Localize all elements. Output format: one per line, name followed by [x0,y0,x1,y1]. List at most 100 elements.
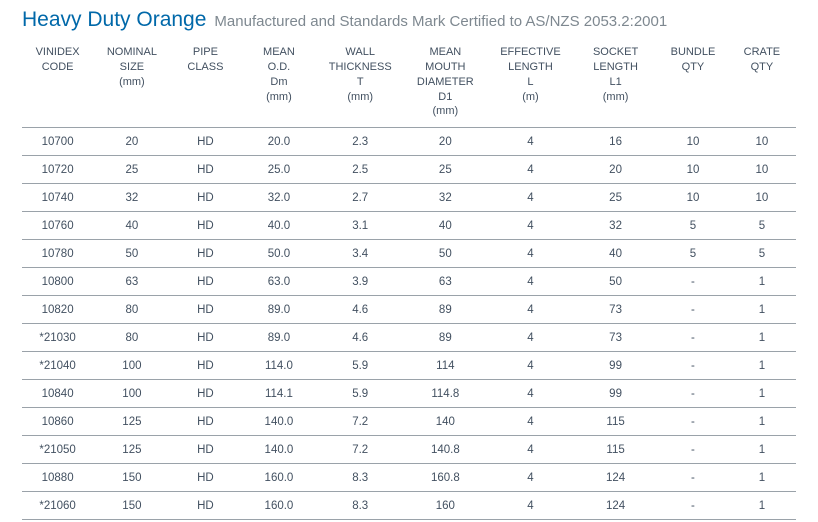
table-cell: 32 [93,184,170,212]
table-cell: 1 [728,436,796,464]
table-cell: - [658,464,728,492]
table-cell: 140 [403,408,488,436]
table-cell: 114.0 [240,352,317,380]
table-cell: 32 [403,184,488,212]
table-cell: 25 [403,156,488,184]
table-cell: 10 [728,184,796,212]
table-cell: 125 [93,408,170,436]
table-cell: 4 [488,128,573,156]
table-cell: 100 [93,380,170,408]
table-cell: 10 [728,156,796,184]
table-row: *21040100HD114.05.9114499-1 [22,352,796,380]
column-header: PIPECLASS [171,43,241,128]
table-cell: 5 [728,212,796,240]
table-cell: 1 [728,352,796,380]
table-cell: 5 [728,240,796,268]
table-cell: 4 [488,184,573,212]
table-cell: 160.0 [240,464,317,492]
table-cell: 10720 [22,156,93,184]
table-cell: 25 [93,156,170,184]
table-cell: 5 [658,212,728,240]
table-cell: 4 [488,296,573,324]
table-cell: - [658,352,728,380]
table-cell: 99 [573,352,658,380]
column-header: VINIDEXCODE [22,43,93,128]
table-cell: 150 [93,492,170,520]
table-cell: 7.2 [318,408,403,436]
column-header: BUNDLEQTY [658,43,728,128]
table-cell: 50 [403,240,488,268]
table-cell: 140.0 [240,436,317,464]
table-cell: 5 [658,240,728,268]
table-row: *21060150HD160.08.31604124-1 [22,492,796,520]
table-cell: 25.0 [240,156,317,184]
table-cell: 3.9 [318,268,403,296]
table-cell: - [658,380,728,408]
table-row: 10840100HD114.15.9114.8499-1 [22,380,796,408]
table-cell: 10 [728,128,796,156]
table-cell: 4 [488,324,573,352]
table-cell: 89 [403,296,488,324]
table-cell: *21030 [22,324,93,352]
table-cell: 20 [93,128,170,156]
page-header: Heavy Duty Orange Manufactured and Stand… [22,8,796,32]
table-cell: 10760 [22,212,93,240]
table-cell: *21060 [22,492,93,520]
page-subtitle: Manufactured and Standards Mark Certifie… [214,13,667,30]
table-cell: HD [171,128,241,156]
table-cell: HD [171,380,241,408]
table-cell: 10740 [22,184,93,212]
table-cell: 115 [573,408,658,436]
table-cell: 10880 [22,464,93,492]
table-cell: 4 [488,240,573,268]
table-cell: 10800 [22,268,93,296]
table-cell: 80 [93,296,170,324]
table-cell: 89 [403,324,488,352]
table-cell: 5.9 [318,380,403,408]
column-header: CRATEQTY [728,43,796,128]
table-cell: 125 [93,436,170,464]
table-cell: 140.0 [240,408,317,436]
table-cell: 1 [728,492,796,520]
table-cell: - [658,492,728,520]
table-cell: HD [171,240,241,268]
table-cell: 4 [488,352,573,380]
table-cell: *21050 [22,436,93,464]
table-cell: 73 [573,296,658,324]
table-cell: 10 [658,156,728,184]
column-header: SOCKETLENGTHL1(mm) [573,43,658,128]
table-cell: HD [171,268,241,296]
table-cell: 124 [573,492,658,520]
table-cell: 150 [93,464,170,492]
table-cell: 40 [573,240,658,268]
table-row: 1074032HD32.02.7324251010 [22,184,796,212]
table-cell: HD [171,324,241,352]
table-cell: 140.8 [403,436,488,464]
table-cell: 1 [728,268,796,296]
table-row: 1070020HD20.02.3204161010 [22,128,796,156]
table-cell: - [658,436,728,464]
table-cell: 50.0 [240,240,317,268]
table-row: 1078050HD50.03.45044055 [22,240,796,268]
table-cell: 16 [573,128,658,156]
table-cell: - [658,408,728,436]
table-body: 1070020HD20.02.32041610101072025HD25.02.… [22,128,796,520]
table-cell: 89.0 [240,296,317,324]
table-cell: 10 [658,184,728,212]
table-cell: 99 [573,380,658,408]
table-cell: 1 [728,380,796,408]
table-header: VINIDEXCODENOMINALSIZE(mm)PIPECLASSMEANO… [22,43,796,128]
table-row: 10880150HD160.08.3160.84124-1 [22,464,796,492]
table-cell: 10820 [22,296,93,324]
column-header: NOMINALSIZE(mm) [93,43,170,128]
table-cell: 4.6 [318,296,403,324]
table-cell: 10700 [22,128,93,156]
table-cell: - [658,268,728,296]
table-cell: 10 [658,128,728,156]
table-cell: - [658,296,728,324]
table-cell: 4.6 [318,324,403,352]
table-cell: 89.0 [240,324,317,352]
table-cell: 40.0 [240,212,317,240]
table-cell: 4 [488,380,573,408]
table-cell: 4 [488,408,573,436]
